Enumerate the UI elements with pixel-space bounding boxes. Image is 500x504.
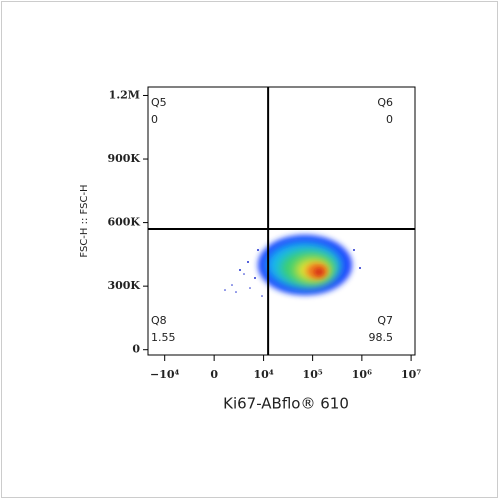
quadrant-value: 1.55 [151, 331, 176, 344]
y-tick-label: 0 [132, 343, 140, 356]
quadrant-value: 98.5 [369, 331, 394, 344]
y-tick-label: 900K [107, 152, 140, 165]
x-tick-label: 10⁶ [352, 368, 372, 381]
plot-frame [147, 86, 416, 356]
y-axis-label: FSC-H :: FSC-H [79, 184, 90, 257]
x-tick-label: 10⁴ [254, 368, 274, 381]
x-tick-label: −10⁴ [150, 368, 180, 381]
quadrant-name: Q6 [377, 96, 393, 109]
quadrant-value: 0 [151, 113, 158, 126]
x-tick-label: 10⁷ [401, 368, 421, 381]
quadrant-name: Q7 [377, 314, 393, 327]
y-tick-label: 600K [107, 216, 140, 229]
quadrant-value: 0 [386, 113, 393, 126]
x-axis-label: Ki67-ABflo® 610 [223, 395, 349, 413]
x-tick-label: 0 [210, 368, 218, 381]
y-tick-label: 300K [107, 279, 140, 292]
quadrant-name: Q5 [151, 96, 167, 109]
x-tick-label: 10⁵ [303, 368, 323, 381]
density-cloud [224, 235, 361, 297]
y-tick-label: 1.2M [109, 88, 140, 101]
quadrant-name: Q8 [151, 314, 167, 327]
